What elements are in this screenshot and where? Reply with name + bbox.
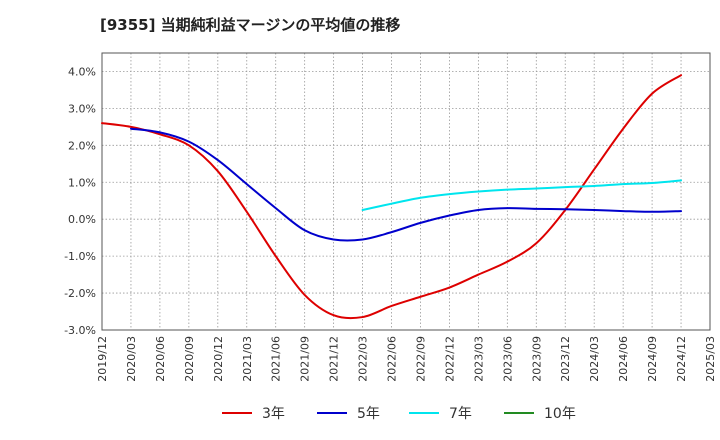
x-tick-label: 2020/12: [212, 336, 225, 382]
x-tick-label: 2022/09: [414, 336, 427, 382]
legend-label-2: 5年: [357, 406, 380, 422]
plot-frame: [101, 52, 711, 331]
x-tick-label: 2023/06: [501, 336, 514, 382]
y-tick-label: 0.0%: [68, 213, 96, 226]
y-tick-label: -2.0%: [64, 287, 96, 300]
x-tick-label: 2022/03: [357, 336, 370, 382]
x-tick-label: 2021/09: [299, 336, 312, 382]
x-tick-label: 2024/12: [675, 336, 688, 382]
series-line-3: [361, 179, 683, 211]
x-tick-label: 2023/09: [530, 336, 543, 382]
x-tick-label: 2025/03: [704, 336, 717, 382]
x-tick-label: 2020/03: [125, 336, 138, 382]
y-tick-label: 1.0%: [68, 176, 96, 189]
x-tick-label: 2020/06: [154, 336, 167, 382]
legend-label-1: 3年: [262, 406, 285, 422]
plot-area: [102, 53, 710, 330]
x-tick-label: 2023/12: [559, 336, 572, 382]
x-tick-label: 2024/06: [617, 336, 630, 382]
x-tick-label: 2022/06: [386, 336, 399, 382]
x-tick-label: 2020/09: [183, 336, 196, 382]
y-tick-label: -1.0%: [64, 250, 96, 263]
x-tick-label: 2022/12: [443, 336, 456, 382]
x-tick-label: 2023/03: [472, 336, 485, 382]
chart-title: [9355] 当期純利益マージンの平均値の推移: [100, 16, 401, 34]
y-tick-label: 2.0%: [68, 139, 96, 152]
series-line-1: [101, 74, 683, 320]
x-tick-label: 2024/09: [646, 336, 659, 382]
x-tick-label: 2021/03: [241, 336, 254, 382]
x-tick-label: 2019/12: [96, 336, 109, 382]
x-tick-label: 2021/12: [328, 336, 341, 382]
legend-label-3: 7年: [449, 406, 472, 422]
y-tick-label: 3.0%: [68, 102, 96, 115]
x-tick-label: 2024/03: [588, 336, 601, 382]
y-tick-label: 4.0%: [68, 65, 96, 78]
series-line-2: [129, 127, 683, 242]
y-tick-label: -3.0%: [64, 324, 96, 337]
legend-label-4: 10年: [544, 406, 576, 422]
x-tick-label: 2021/06: [270, 336, 283, 382]
